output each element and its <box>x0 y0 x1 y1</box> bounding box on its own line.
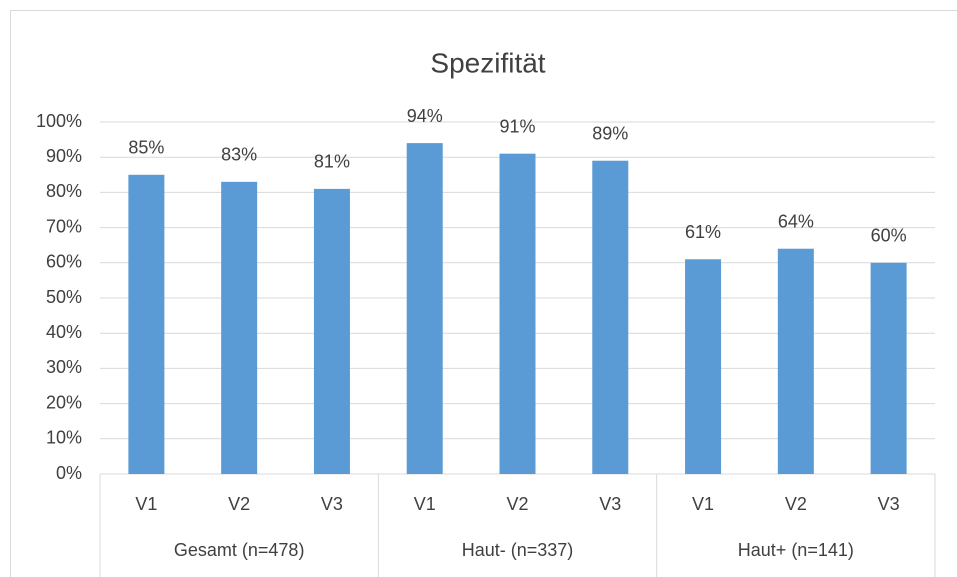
bar <box>406 143 443 474</box>
x-tick-label: V1 <box>692 494 714 514</box>
chart-title: Spezifität <box>430 47 545 78</box>
x-tick-label: V3 <box>599 494 621 514</box>
bar <box>685 259 722 474</box>
data-label: 89% <box>592 123 628 143</box>
data-label: 94% <box>407 106 443 126</box>
data-label: 83% <box>221 145 257 165</box>
x-tick-label: V2 <box>228 494 250 514</box>
y-tick-label: 30% <box>46 357 82 377</box>
bar <box>777 248 814 474</box>
y-tick-label: 80% <box>46 181 82 201</box>
y-tick-label: 40% <box>46 322 82 342</box>
y-tick-label: 20% <box>46 392 82 412</box>
x-tick-label: V3 <box>878 494 900 514</box>
x-tick-label: V3 <box>321 494 343 514</box>
y-tick-label: 70% <box>46 216 82 236</box>
bar <box>592 160 629 474</box>
y-tick-label: 10% <box>46 428 82 448</box>
bar <box>128 174 165 475</box>
bar <box>870 262 907 474</box>
y-tick-label: 0% <box>56 463 82 483</box>
data-label: 85% <box>128 138 164 158</box>
x-tick-label: V2 <box>506 494 528 514</box>
group-label: Gesamt (n=478) <box>174 540 305 560</box>
x-tick-label: V1 <box>414 494 436 514</box>
y-tick-label: 90% <box>46 146 82 166</box>
group-label: Haut- (n=337) <box>462 540 574 560</box>
y-tick-label: 50% <box>46 287 82 307</box>
data-label: 64% <box>778 211 814 231</box>
data-label: 60% <box>871 226 907 246</box>
group-label: Haut+ (n=141) <box>738 540 854 560</box>
bar <box>313 188 350 474</box>
data-label: 81% <box>314 152 350 172</box>
x-tick-label: V2 <box>785 494 807 514</box>
bar <box>221 181 258 474</box>
data-label: 91% <box>499 116 535 136</box>
x-tick-label: V1 <box>135 494 157 514</box>
y-tick-label: 60% <box>46 252 82 272</box>
data-label: 61% <box>685 222 721 242</box>
y-tick-label: 100% <box>36 111 82 131</box>
bar <box>499 153 536 474</box>
